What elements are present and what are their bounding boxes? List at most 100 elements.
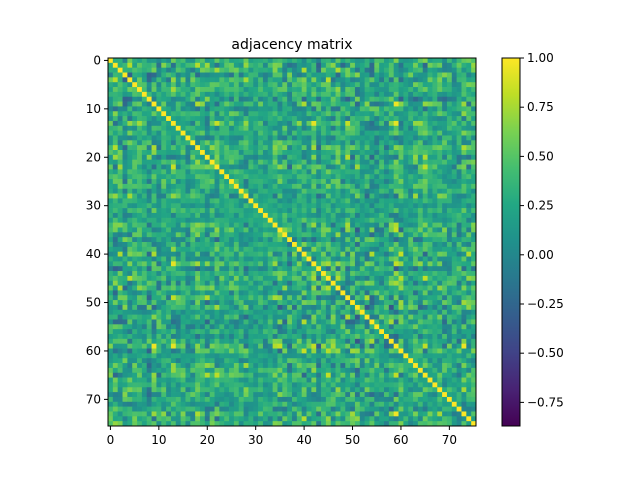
- heatmap-cell: [384, 227, 390, 233]
- heatmap-cell: [219, 256, 225, 262]
- heatmap-cell: [219, 150, 225, 156]
- heatmap-cell: [369, 358, 375, 364]
- heatmap-cell: [301, 367, 307, 374]
- heatmap-cell: [359, 145, 365, 151]
- heatmap-cell: [122, 111, 128, 117]
- heatmap-cell: [195, 159, 201, 165]
- heatmap-cell: [204, 300, 211, 306]
- heatmap-cell: [427, 96, 433, 102]
- heatmap-cell: [427, 275, 433, 282]
- heatmap-cell: [117, 106, 123, 112]
- heatmap-cell: [175, 82, 181, 88]
- heatmap-cell: [345, 159, 351, 165]
- heatmap-cell: [262, 314, 269, 320]
- heatmap-cell: [122, 271, 128, 277]
- heatmap-cell: [243, 150, 249, 156]
- heatmap-cell: [108, 217, 114, 223]
- heatmap-cell: [364, 367, 370, 374]
- heatmap-cell: [175, 217, 181, 223]
- heatmap-cell: [446, 261, 453, 267]
- heatmap-cell: [108, 106, 114, 112]
- heatmap-cell: [427, 193, 433, 199]
- heatmap-cell: [195, 290, 201, 296]
- heatmap-cell: [296, 145, 303, 151]
- heatmap-cell: [301, 203, 307, 209]
- heatmap-cell: [446, 338, 453, 345]
- heatmap-cell: [408, 367, 414, 374]
- heatmap-cell: [219, 334, 225, 340]
- heatmap-cell: [471, 324, 477, 330]
- heatmap-cell: [446, 319, 453, 325]
- heatmap-cell: [209, 309, 215, 315]
- heatmap-cell: [262, 164, 269, 170]
- heatmap-cell: [200, 87, 206, 93]
- heatmap-cell: [190, 169, 196, 175]
- heatmap-cell: [325, 145, 332, 151]
- heatmap-cell: [408, 363, 414, 369]
- heatmap-cell: [292, 222, 298, 228]
- heatmap-cell: [224, 363, 230, 369]
- heatmap-cell: [398, 183, 404, 190]
- heatmap-cell: [408, 212, 414, 219]
- heatmap-cell: [137, 77, 143, 83]
- heatmap-cell: [393, 154, 399, 161]
- heatmap-cell: [427, 222, 433, 228]
- heatmap-cell: [330, 217, 336, 223]
- heatmap-cell: [364, 77, 370, 83]
- heatmap-cell: [471, 82, 477, 88]
- heatmap-cell: [151, 261, 157, 267]
- heatmap-cell: [456, 174, 462, 180]
- heatmap-cell: [359, 208, 365, 214]
- heatmap-cell: [446, 140, 453, 146]
- heatmap-cell: [122, 329, 128, 335]
- heatmap-cell: [224, 188, 230, 194]
- heatmap-cell: [384, 174, 390, 180]
- heatmap-cell: [388, 169, 395, 175]
- heatmap-cell: [200, 101, 206, 107]
- heatmap-cell: [248, 188, 254, 194]
- heatmap-cell: [127, 82, 133, 88]
- heatmap-cell: [364, 358, 370, 364]
- heatmap-cell: [335, 319, 341, 325]
- heatmap-cell: [466, 343, 472, 349]
- heatmap-cell: [354, 314, 361, 320]
- heatmap-cell: [195, 169, 201, 175]
- heatmap-cell: [224, 159, 230, 165]
- heatmap-cell: [190, 164, 196, 170]
- heatmap-cell: [340, 222, 346, 228]
- heatmap-cell: [209, 62, 215, 69]
- heatmap-cell: [151, 96, 157, 102]
- heatmap-cell: [200, 169, 206, 175]
- heatmap-cell: [258, 334, 264, 340]
- heatmap-cell: [224, 300, 230, 306]
- heatmap-cell: [321, 314, 327, 320]
- heatmap-cell: [427, 203, 433, 209]
- heatmap-cell: [146, 203, 152, 209]
- heatmap-cell: [306, 222, 312, 228]
- heatmap-cell: [137, 125, 143, 131]
- heatmap-cell: [306, 154, 312, 161]
- heatmap-cell: [175, 101, 181, 107]
- heatmap-cell: [408, 314, 414, 320]
- heatmap-cell: [137, 140, 143, 146]
- heatmap-cell: [388, 353, 395, 359]
- heatmap-cell: [325, 87, 332, 93]
- heatmap-cell: [437, 212, 443, 219]
- heatmap-cell: [185, 314, 191, 320]
- heatmap-cell: [243, 319, 249, 325]
- heatmap-cell: [403, 208, 409, 214]
- heatmap-cell: [267, 232, 273, 238]
- heatmap-cell: [151, 222, 157, 228]
- heatmap-cell: [316, 159, 322, 165]
- heatmap-cell: [238, 348, 244, 354]
- heatmap-cell: [345, 343, 351, 349]
- heatmap-cell: [292, 82, 298, 88]
- heatmap-cell: [224, 82, 230, 88]
- heatmap-cell: [311, 217, 317, 223]
- heatmap-cell: [403, 275, 409, 282]
- heatmap-cell: [195, 164, 201, 170]
- heatmap-cell: [393, 120, 399, 127]
- heatmap-cell: [195, 72, 201, 78]
- heatmap-cell: [175, 67, 181, 73]
- heatmap-cell: [417, 280, 424, 286]
